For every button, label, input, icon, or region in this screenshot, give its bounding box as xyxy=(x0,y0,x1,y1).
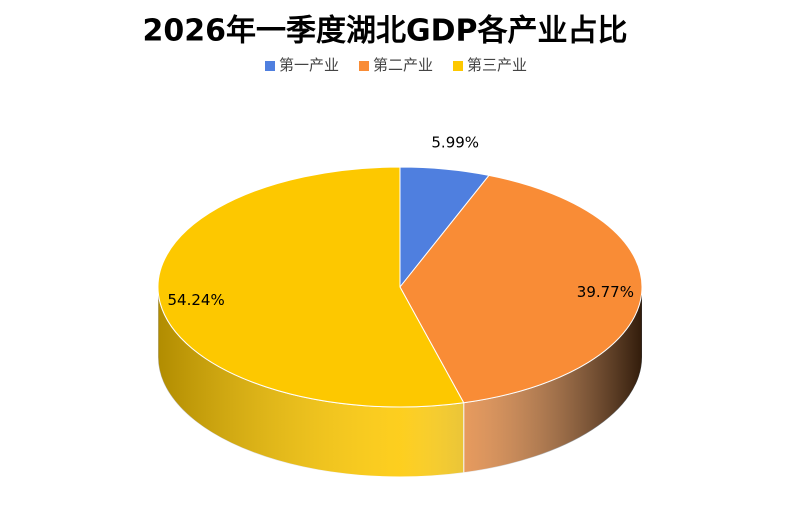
chart-title: 2026年一季度湖北GDP各产业占比 xyxy=(142,14,627,49)
slice xyxy=(157,166,465,408)
legend-label: 第三产业 xyxy=(467,56,527,74)
data-label: 39.77% xyxy=(577,283,634,301)
legend-swatch xyxy=(265,61,275,71)
data-label: 5.99% xyxy=(431,134,479,152)
legend-label: 第一产业 xyxy=(279,56,339,74)
legend-label: 第二产业 xyxy=(373,56,433,74)
side-shade xyxy=(463,287,642,473)
legend-swatch xyxy=(453,61,463,71)
data-label: 54.24% xyxy=(168,291,225,309)
side-shade xyxy=(158,287,464,477)
legend-swatch xyxy=(359,61,369,71)
slice xyxy=(399,174,643,404)
